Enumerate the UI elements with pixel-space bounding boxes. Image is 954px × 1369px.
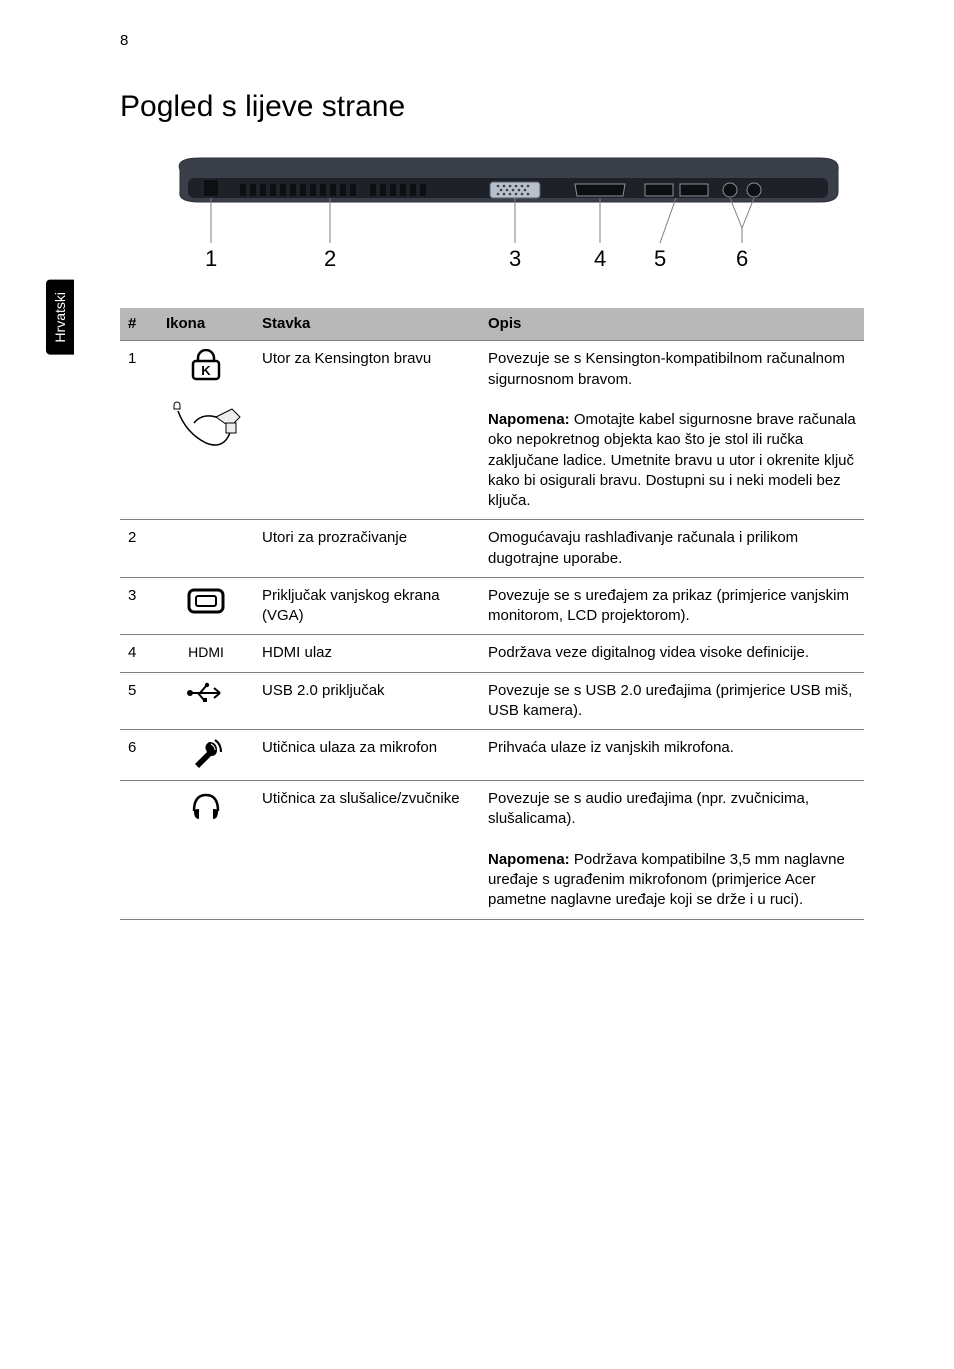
cell-num: 5 (120, 672, 158, 730)
cell-num: 3 (120, 577, 158, 635)
figure-label-1: 1 (205, 246, 217, 271)
svg-text:K: K (201, 363, 211, 378)
table-row: 2 Utori za prozračivanje Omogućavaju ras… (120, 520, 864, 578)
figure-label-3: 3 (509, 246, 521, 271)
cell-icon: K (158, 341, 254, 520)
table-row: 5 USB 2.0 priključak Povezuje se s USB 2… (120, 672, 864, 730)
figure-label-2: 2 (324, 246, 336, 271)
note-label: Napomena: (488, 851, 570, 868)
table-row: 1 K Utor za Kensington bravu (120, 341, 864, 520)
figure-label-4: 4 (594, 246, 606, 271)
th-num: # (120, 308, 158, 341)
cell-icon (158, 730, 254, 781)
cell-icon: HDMI (158, 635, 254, 672)
hdmi-icon-text: HDMI (188, 644, 224, 660)
cell-item: HDMI ulaz (254, 635, 480, 672)
cell-item: Utor za Kensington bravu (254, 341, 480, 520)
headphone-icon (188, 789, 224, 825)
cell-desc: Prihvaća ulaze iz vanjskih mikrofona. (480, 730, 864, 781)
side-tab-language: Hrvatski (46, 280, 74, 355)
vga-icon (186, 586, 226, 616)
cell-icon (158, 672, 254, 730)
cell-icon (158, 781, 254, 920)
cell-item: Priključak vanjskog ekrana (VGA) (254, 577, 480, 635)
cell-icon (158, 520, 254, 578)
desc-text: Povezuje se s Kensington-kompatibilnom r… (488, 350, 845, 387)
cell-num: 6 (120, 730, 158, 781)
cell-desc: Povezuje se s audio uređajima (npr. zvuč… (480, 781, 864, 920)
spec-table: # Ikona Stavka Opis 1 K (120, 308, 864, 920)
page-number: 8 (120, 32, 128, 49)
page-title: Pogled s lijeve strane (120, 90, 864, 124)
cell-num: 4 (120, 635, 158, 672)
th-icon: Ikona (158, 308, 254, 341)
cell-item: Utičnica za slušalice/zvučnike (254, 781, 480, 920)
th-desc: Opis (480, 308, 864, 341)
note-label: Napomena: (488, 411, 570, 428)
cell-desc: Povezuje se s uređajem za prikaz (primje… (480, 577, 864, 635)
table-header-row: # Ikona Stavka Opis (120, 308, 864, 341)
kensington-lock-drawing (166, 393, 246, 453)
cell-num (120, 781, 158, 920)
cell-item: Utori za prozračivanje (254, 520, 480, 578)
cell-icon (158, 577, 254, 635)
th-item: Stavka (254, 308, 480, 341)
figure-label-6: 6 (736, 246, 748, 271)
cell-desc: Podržava veze digitalnog videa visoke de… (480, 635, 864, 672)
laptop-side-svg: 1 2 3 4 5 6 (120, 148, 860, 278)
desc-text: Povezuje se s audio uređajima (npr. zvuč… (488, 790, 809, 827)
mic-icon (189, 738, 223, 772)
cell-num: 1 (120, 341, 158, 520)
left-side-figure: 1 2 3 4 5 6 (120, 148, 864, 278)
usb-icon (184, 681, 228, 705)
table-row: 3 Priključak vanjskog ekrana (VGA) Povez… (120, 577, 864, 635)
table-row: 6 Utičnica ulaza za mikrofon Prihvaća ul… (120, 730, 864, 781)
cell-desc: Omogućavaju rashlađivanje računala i pri… (480, 520, 864, 578)
cell-desc: Povezuje se s Kensington-kompatibilnom r… (480, 341, 864, 520)
figure-label-5: 5 (654, 246, 666, 271)
lock-icon: K (189, 349, 223, 383)
cell-num: 2 (120, 520, 158, 578)
table-row: 4 HDMI HDMI ulaz Podržava veze digitalno… (120, 635, 864, 672)
table-row: Utičnica za slušalice/zvučnike Povezuje … (120, 781, 864, 920)
cell-item: USB 2.0 priključak (254, 672, 480, 730)
page: 8 Hrvatski Pogled s lijeve strane (0, 0, 954, 1369)
cell-desc: Povezuje se s USB 2.0 uređajima (primjer… (480, 672, 864, 730)
cell-item: Utičnica ulaza za mikrofon (254, 730, 480, 781)
